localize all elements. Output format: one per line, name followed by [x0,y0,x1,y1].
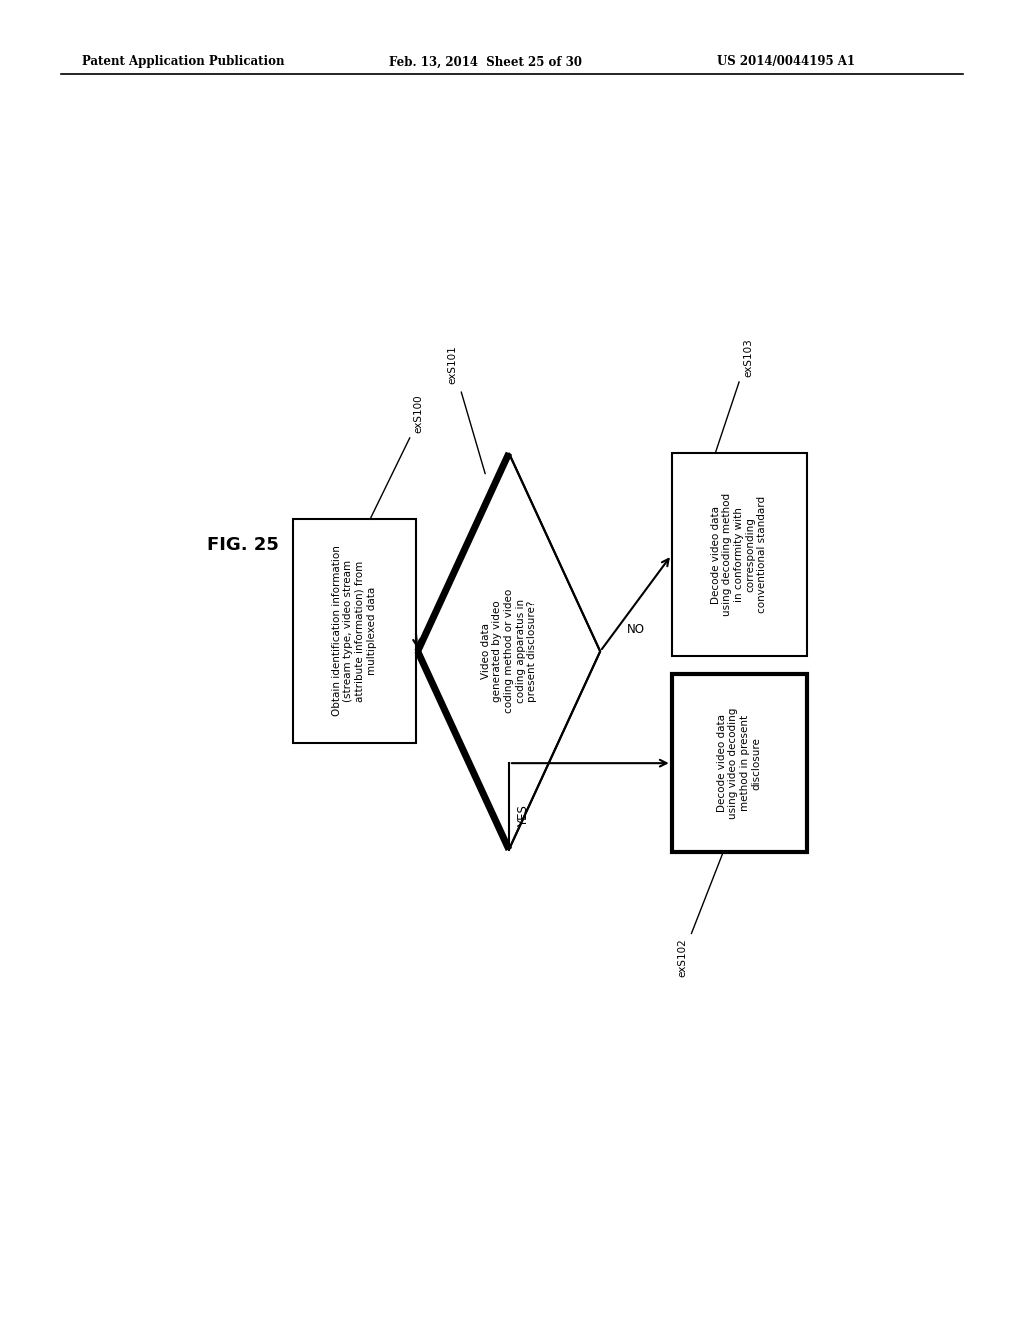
Text: exS102: exS102 [678,939,687,977]
Text: Video data
generated by video
coding method or video
coding apparatus in
present: Video data generated by video coding met… [480,589,538,714]
Text: Patent Application Publication: Patent Application Publication [82,55,285,69]
Text: Obtain identification information
(stream type, video stream
attribute informati: Obtain identification information (strea… [332,545,377,717]
Text: Decode video data
using video decoding
method in present
disclosure: Decode video data using video decoding m… [717,708,762,818]
Polygon shape [418,453,600,850]
Text: Decode video data
using decoding method
in conformity with
corresponding
convent: Decode video data using decoding method … [711,494,767,616]
Text: exS101: exS101 [447,346,458,384]
Text: exS103: exS103 [743,338,753,378]
Text: exS100: exS100 [414,395,424,433]
Text: US 2014/0044195 A1: US 2014/0044195 A1 [717,55,855,69]
FancyBboxPatch shape [672,453,807,656]
Text: FIG. 25: FIG. 25 [207,536,280,553]
Text: Feb. 13, 2014  Sheet 25 of 30: Feb. 13, 2014 Sheet 25 of 30 [389,55,582,69]
Text: NO: NO [627,623,645,636]
Text: YES: YES [517,805,529,828]
FancyBboxPatch shape [293,519,416,743]
FancyBboxPatch shape [672,675,807,853]
